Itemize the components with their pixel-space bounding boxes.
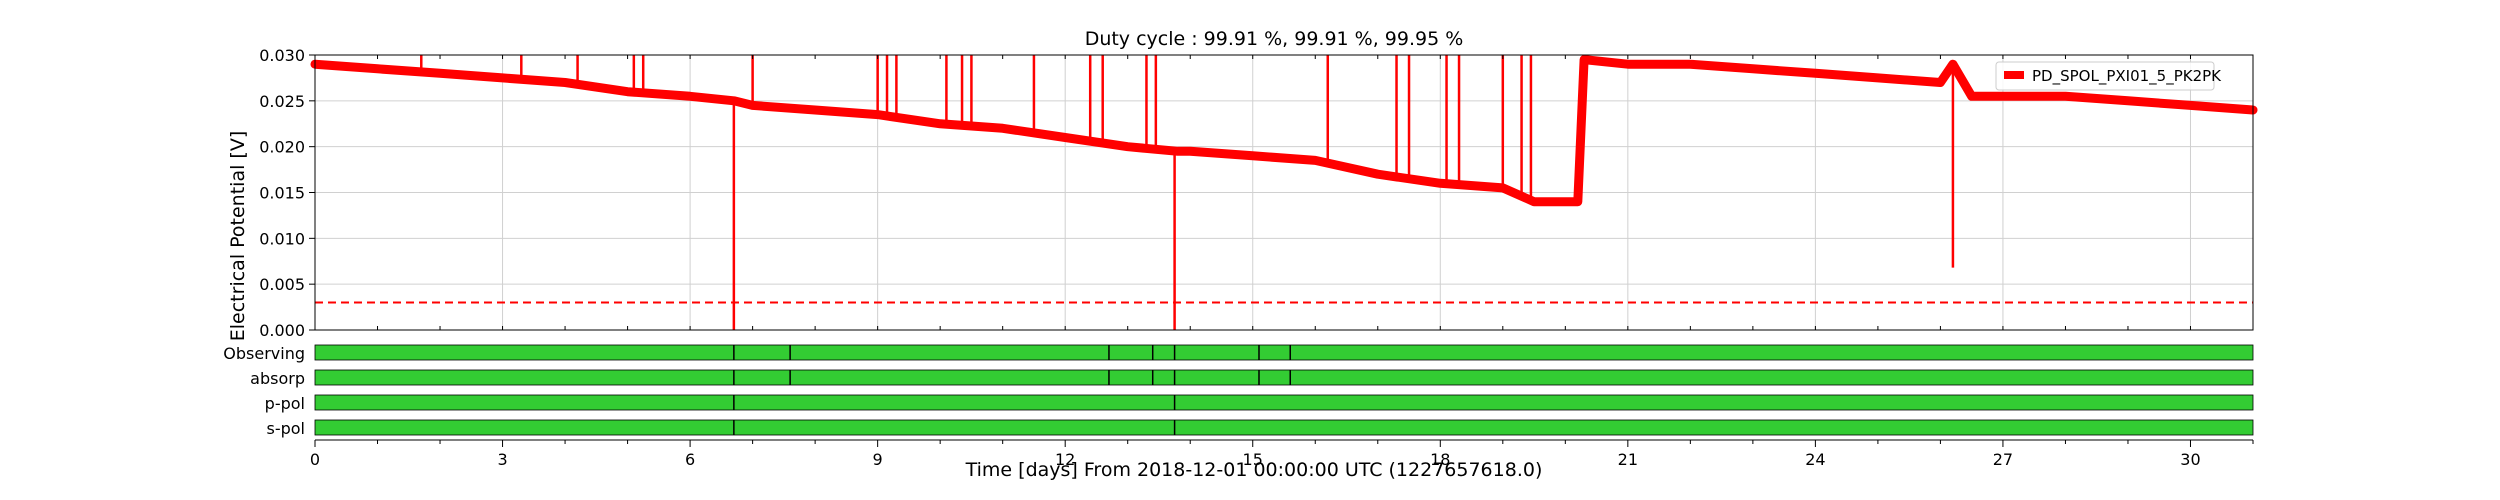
series-point <box>938 122 942 126</box>
series-point <box>1176 149 1180 153</box>
chart-title: Duty cycle : 99.91 %, 99.91 %, 99.95 % <box>1085 28 1464 50</box>
x-axis-label: Time [days] From 2018-12-01 00:00:00 UTC… <box>965 459 1543 481</box>
series-point <box>688 94 692 98</box>
series-point <box>1751 67 1755 71</box>
series-point <box>1251 154 1255 158</box>
x-tick-label: 3 <box>497 450 507 469</box>
segment-bar <box>314 419 2254 436</box>
segment-row-label: s-pol <box>267 419 306 438</box>
series-point <box>1576 200 1580 204</box>
series-point <box>501 76 505 80</box>
series-point <box>438 71 442 75</box>
segment-row-label: absorp <box>250 369 305 388</box>
series-point <box>1126 145 1130 149</box>
plot-grid <box>314 54 2253 331</box>
y-tick-label: 0.030 <box>259 46 305 65</box>
y-axis-label: Electrical Potential [V] <box>227 131 249 341</box>
x-tick-label: 15 <box>1243 450 1263 469</box>
series-point <box>1001 126 1005 130</box>
y-tick-label: 0.020 <box>259 138 305 157</box>
legend: PD_SPOL_PXI01_5_PK2PK <box>1995 61 2222 91</box>
y-tick-label: 0.010 <box>259 229 305 248</box>
series-group <box>310 55 2258 330</box>
x-tick-label: 30 <box>2180 450 2200 469</box>
segment-rows: Observing absorp p-pol s-pol <box>223 344 2254 438</box>
series-point <box>376 67 380 71</box>
series-point <box>1376 172 1380 176</box>
x-tick-label: 21 <box>1618 450 1638 469</box>
x-tick-label: 27 <box>1993 450 2013 469</box>
x-tick-label: 6 <box>685 450 695 469</box>
x-tick-label: 0 <box>310 450 320 469</box>
series-point <box>2001 94 2005 98</box>
x-tick-label: 18 <box>1430 450 1450 469</box>
legend-swatch <box>2004 71 2024 79</box>
y-tick-label: 0.000 <box>259 321 305 340</box>
legend-label: PD_SPOL_PXI01_5_PK2PK <box>2032 67 2222 86</box>
x-ticks: 0 3 6 9 12 15 18 21 24 27 30 <box>310 55 2254 469</box>
x-tick-label: 12 <box>1055 450 1075 469</box>
series-point <box>1063 136 1067 139</box>
segment-bar <box>314 394 2254 411</box>
series-point <box>1938 81 1942 84</box>
legend-box <box>1995 61 2215 91</box>
x-tick-label: 9 <box>873 450 883 469</box>
y-tick-label: 0.015 <box>259 184 305 203</box>
series-point <box>813 108 817 112</box>
series-point <box>563 81 567 84</box>
y-tick-label: 0.005 <box>259 275 305 294</box>
segment-row-label: p-pol <box>265 394 305 413</box>
series-point <box>2188 103 2192 107</box>
segment-row-label: Observing <box>223 344 305 363</box>
series-point <box>1688 62 1692 66</box>
series-point <box>626 90 630 94</box>
series-point <box>1313 158 1317 162</box>
series-point <box>1626 62 1630 66</box>
y-tick-label: 0.025 <box>259 92 305 111</box>
series-line <box>314 58 2254 203</box>
series-point <box>1438 181 1442 185</box>
y-ticks: 0.000 0.005 0.010 0.015 0.020 0.025 0.030 <box>259 46 315 340</box>
series-point <box>1563 200 1567 204</box>
series-point <box>1532 200 1536 204</box>
series-point <box>1188 149 1192 153</box>
series-point <box>1876 76 1880 80</box>
segment-bar <box>314 369 2254 386</box>
series-point <box>1582 58 1586 62</box>
series-point <box>2063 94 2067 98</box>
series-point <box>2126 99 2130 103</box>
series-point <box>1813 71 1817 75</box>
x-tick-label: 24 <box>1805 450 1825 469</box>
segment-bar <box>314 344 2254 361</box>
series-point <box>1970 94 1974 98</box>
